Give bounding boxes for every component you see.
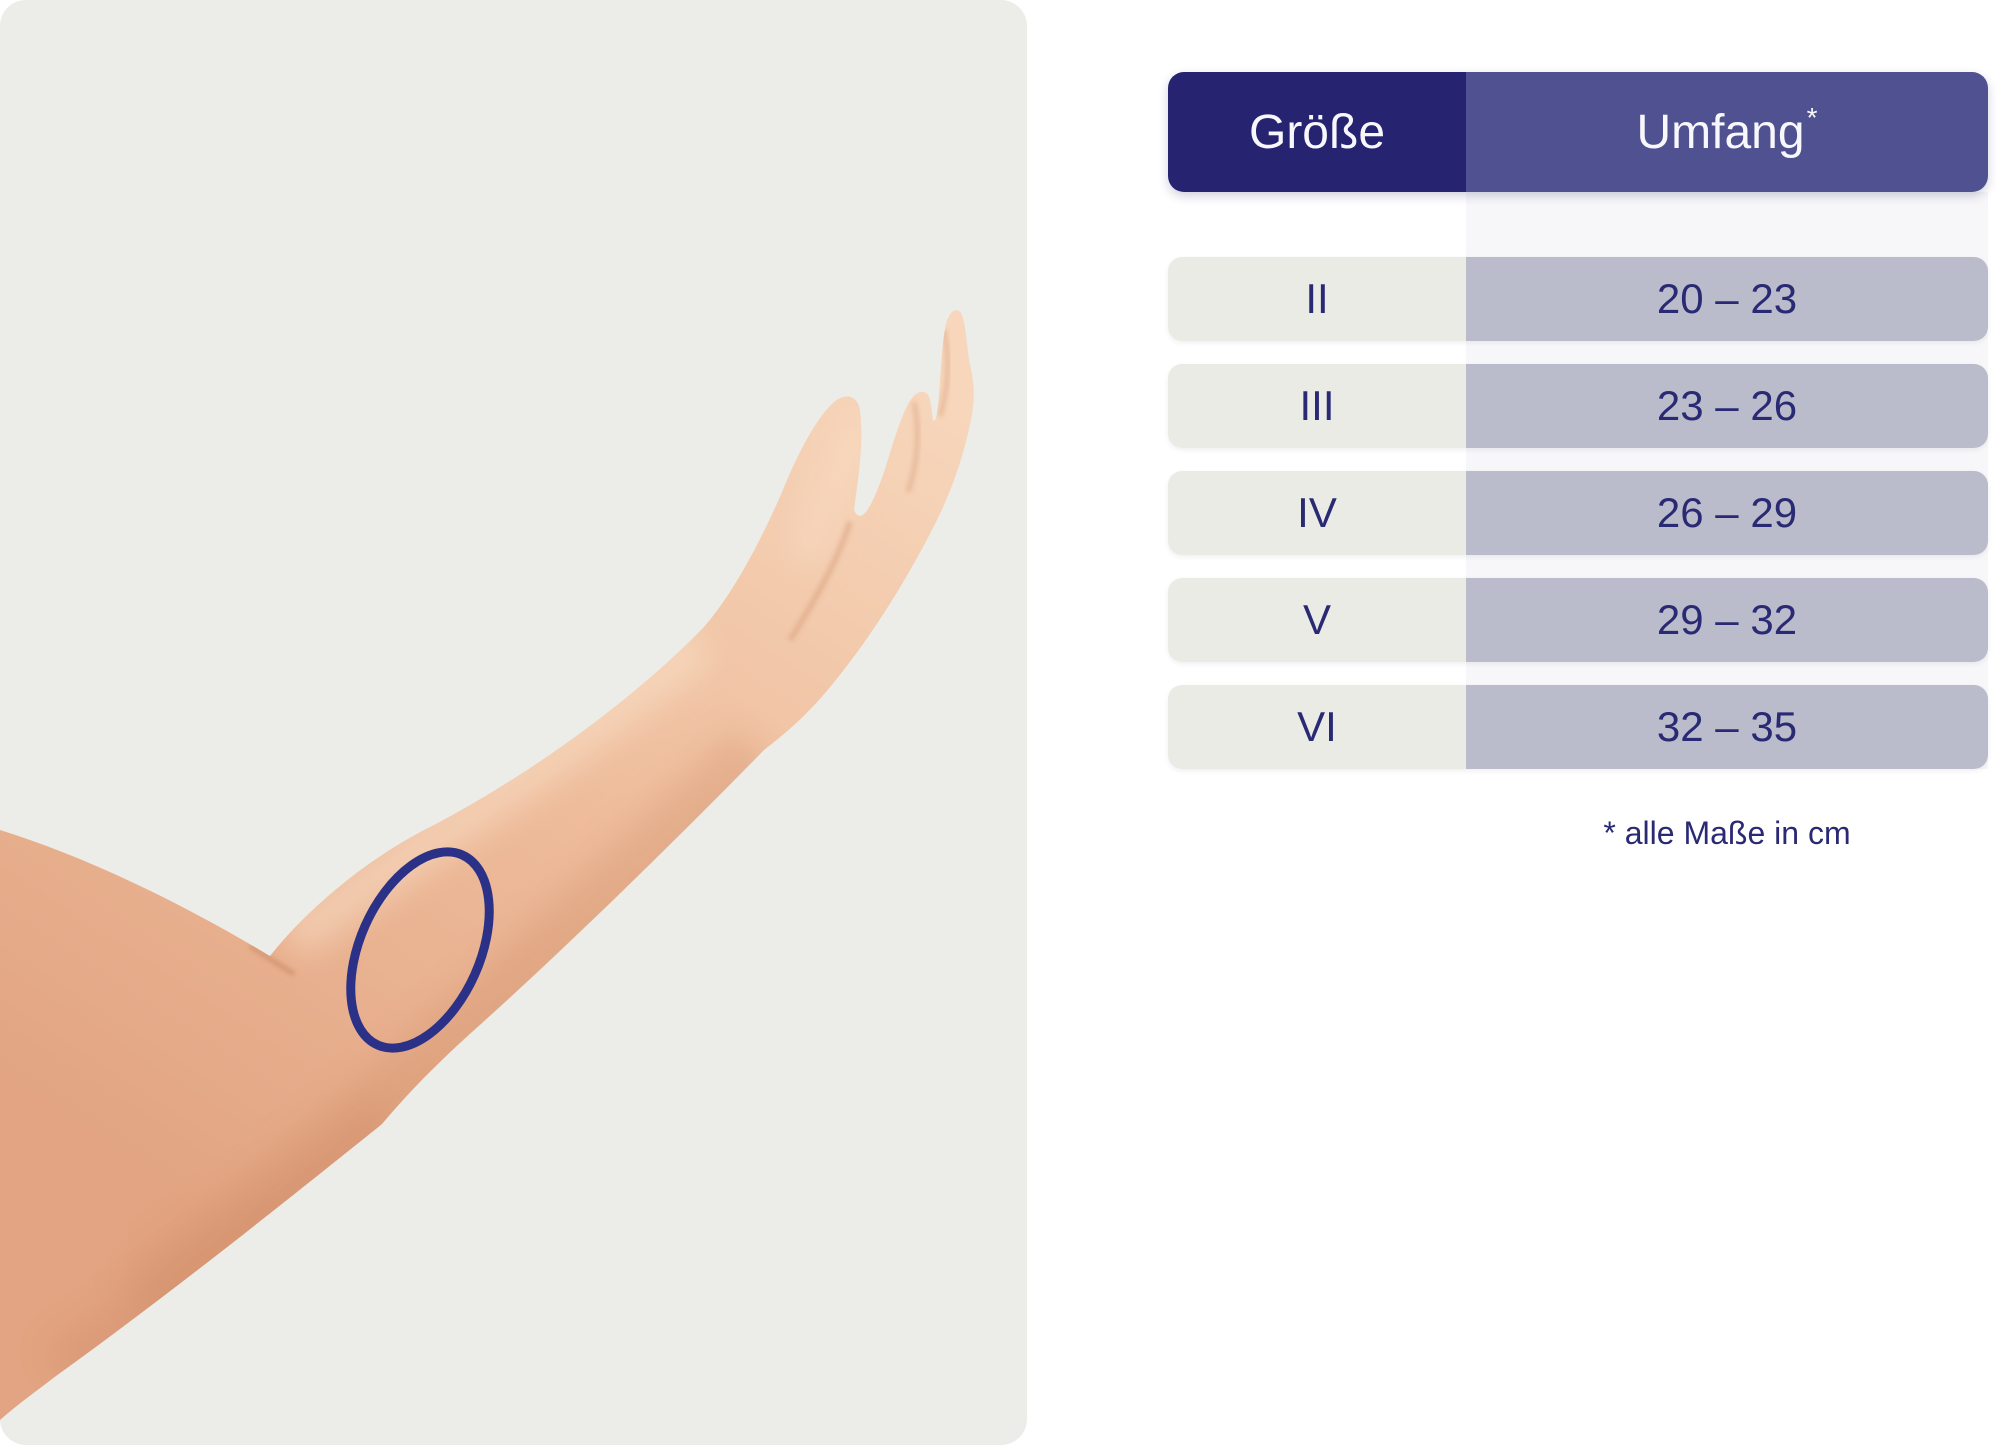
row-size-cell: V — [1168, 578, 1466, 662]
table-header: Größe Umfang * — [1168, 72, 1988, 192]
table-row: V 29 – 32 — [1168, 578, 1988, 662]
row-range-cell: 26 – 29 — [1466, 471, 1988, 555]
row-size-cell: II — [1168, 257, 1466, 341]
table-row: VI 32 – 35 — [1168, 685, 1988, 769]
measurement-ellipse — [346, 847, 494, 1053]
row-size-cell: VI — [1168, 685, 1466, 769]
row-range-cell: 29 – 32 — [1466, 578, 1988, 662]
table-row: IV 26 – 29 — [1168, 471, 1988, 555]
arm-illustration — [0, 310, 974, 1421]
table-row: III 23 – 26 — [1168, 364, 1988, 448]
row-range-cell: 23 – 26 — [1466, 364, 1988, 448]
row-size-cell: III — [1168, 364, 1466, 448]
header-cell-size: Größe — [1168, 72, 1466, 192]
table-row: II 20 – 23 — [1168, 257, 1988, 341]
header-cell-circumference: Umfang * — [1466, 72, 1988, 192]
row-range-cell: 32 – 35 — [1466, 685, 1988, 769]
circumference-label: Umfang — [1636, 105, 1805, 159]
photo-panel — [0, 0, 1027, 1445]
row-range-cell: 20 – 23 — [1466, 257, 1988, 341]
footnote: * alle Maße in cm — [1603, 815, 1851, 851]
row-size-cell: IV — [1168, 471, 1466, 555]
table-body: II 20 – 23 III 23 – 26 IV 26 – 29 V 29 –… — [1168, 192, 1988, 769]
size-table: Größe Umfang * II 20 – 23 III 23 – 26 IV … — [1168, 72, 1988, 852]
